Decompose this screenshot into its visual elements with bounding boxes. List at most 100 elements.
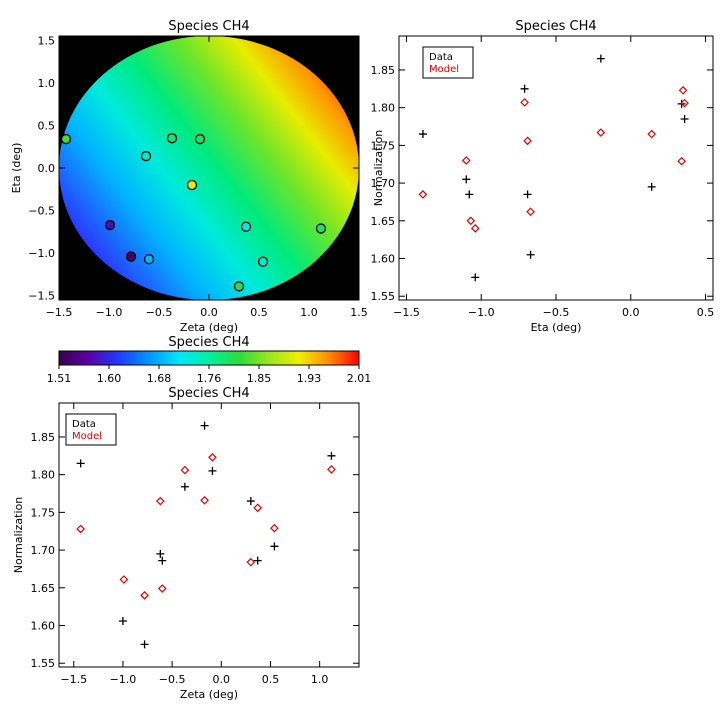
map-ytick-label: 0.5 xyxy=(38,119,56,132)
map-disk xyxy=(59,36,359,300)
map-ticks: −1.5 −1.0 −0.5 0.0 0.5 1.0 1.5 −1.5 −1.0 −0.5 0.0 0… xyxy=(28,34,367,319)
colorbar-tick-label: 1.76 xyxy=(197,372,222,385)
zeta-legend-box xyxy=(65,413,117,446)
map-point xyxy=(104,219,116,231)
zeta-plot-frame xyxy=(58,402,360,668)
map-xtick-label: −0.5 xyxy=(146,306,173,319)
zeta-ytick-label: 1.85 xyxy=(31,431,56,444)
zeta-model-point xyxy=(246,557,256,567)
eta-plot-title: Species CH4 xyxy=(515,19,596,34)
zeta-model-point xyxy=(76,524,85,534)
eta-data-point xyxy=(520,84,529,93)
zeta-model-point xyxy=(119,575,129,584)
zeta-model-point xyxy=(270,523,279,533)
eta-data-point xyxy=(418,130,427,139)
map-title: Species CH4 xyxy=(168,19,249,34)
zeta-ticks: −1.5 −1.0 −0.5 0.0 0.5 1.0 1.55 1.60 1.65 1.70 1.7… xyxy=(31,403,359,686)
zeta-ytick-label: 1.80 xyxy=(31,469,56,482)
eta-ytick-label: 1.65 xyxy=(371,215,396,228)
zeta-data-point xyxy=(76,459,85,468)
map-point xyxy=(194,133,206,145)
colorbar-tick-label: 1.51 xyxy=(47,372,72,385)
zeta-data-point xyxy=(156,549,165,558)
zeta-model-point xyxy=(253,503,263,513)
zeta-legend-data: Data xyxy=(72,419,96,430)
zeta-data-point xyxy=(140,640,149,649)
map-ytick-label: 1.5 xyxy=(38,34,56,47)
eta-ytick-label: 1.55 xyxy=(371,290,396,303)
zeta-data-point xyxy=(208,466,217,475)
eta-legend: Data Model xyxy=(422,46,474,79)
zeta-xtick-label: −1.5 xyxy=(60,673,87,686)
eta-ytick-label: 1.75 xyxy=(371,139,396,152)
eta-data-point xyxy=(462,175,471,184)
eta-ytick-label: 1.85 xyxy=(371,64,396,77)
eta-xtick-label: −0.5 xyxy=(543,306,570,319)
map-xtick-label: 1.0 xyxy=(300,306,318,319)
colorbar-ticks: 1.51 1.60 1.68 1.76 1.85 1.93 2.01 xyxy=(47,365,372,385)
zeta-model-point xyxy=(327,465,336,474)
eta-data-point xyxy=(526,250,535,259)
eta-model-point xyxy=(461,156,471,165)
zeta-data-point xyxy=(270,542,279,551)
zeta-xtick-label: 0.0 xyxy=(213,673,231,686)
zeta-model-point xyxy=(180,465,190,475)
zeta-data-point xyxy=(158,556,167,565)
map-xtick-label: 0.0 xyxy=(200,306,218,319)
eta-data-point xyxy=(596,54,605,63)
map-point xyxy=(257,256,269,267)
map-ytick-label: −1.5 xyxy=(28,290,55,303)
eta-model-point xyxy=(523,136,532,146)
eta-legend-box xyxy=(422,46,474,79)
eta-panel: Species CH4 −1.5 −1.0 −0.5 0.0 0.5 1.55 1.60 1.… xyxy=(371,19,715,334)
colorbar-tick-label: 1.60 xyxy=(97,372,122,385)
eta-model-point xyxy=(418,190,428,199)
zeta-panel: Species CH4 −1.5 −1.0 −0.5 0.0 0.5 1.0 1.55 1.6… xyxy=(12,386,360,701)
eta-y-axis-label: Normalization xyxy=(372,130,385,206)
map-point xyxy=(233,281,245,292)
map-xtick-label: 1.5 xyxy=(350,306,368,319)
zeta-data-point xyxy=(200,421,209,430)
map-points xyxy=(60,133,327,292)
eta-model-point xyxy=(526,207,535,217)
eta-model-point xyxy=(520,98,529,107)
map-point xyxy=(315,223,327,234)
eta-data-point xyxy=(647,182,656,191)
zeta-legend: Data Model xyxy=(65,413,117,446)
map-point xyxy=(125,251,137,262)
eta-ytick-label: 1.80 xyxy=(371,102,396,115)
zeta-model-point xyxy=(208,452,217,462)
colorbar-gradient xyxy=(58,350,360,366)
map-point xyxy=(140,150,152,162)
colorbar-tick-label: 1.85 xyxy=(247,372,272,385)
zeta-points xyxy=(76,421,336,649)
eta-plot-frame xyxy=(398,35,714,301)
eta-x-axis-label: Eta (deg) xyxy=(531,321,582,334)
eta-legend-data: Data xyxy=(429,52,453,63)
map-xtick-label: −1.0 xyxy=(96,306,123,319)
eta-xtick-label: 0.5 xyxy=(697,306,715,319)
map-ytick-label: 0.0 xyxy=(38,162,56,175)
map-x-axis-label: Zeta (deg) xyxy=(180,321,238,334)
eta-data-point xyxy=(465,190,474,199)
map-point xyxy=(186,179,198,191)
map-y-axis-label: Eta (deg) xyxy=(10,143,23,194)
zeta-data-point xyxy=(118,616,127,625)
colorbar-tick-label: 2.01 xyxy=(347,372,372,385)
zeta-data-point xyxy=(180,482,189,491)
eta-data-point xyxy=(471,273,480,282)
eta-xtick-label: −1.0 xyxy=(468,306,495,319)
zeta-legend-model: Model xyxy=(72,431,102,442)
zeta-model-point xyxy=(200,495,209,505)
zeta-model-point xyxy=(155,496,165,506)
zeta-ytick-label: 1.65 xyxy=(31,582,56,595)
zeta-model-point xyxy=(140,590,149,600)
zeta-ytick-label: 1.55 xyxy=(31,657,56,670)
eta-model-point xyxy=(680,98,689,108)
eta-model-point xyxy=(677,156,686,166)
zeta-data-point xyxy=(327,451,336,460)
eta-data-point xyxy=(680,114,689,123)
zeta-ytick-label: 1.70 xyxy=(31,544,56,557)
map-ytick-label: −1.0 xyxy=(28,247,55,260)
